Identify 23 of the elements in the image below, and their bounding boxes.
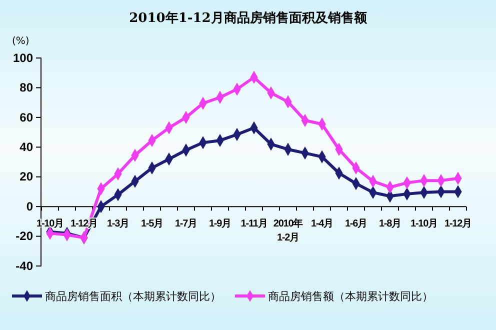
- x-tick-label: 1-12月: [444, 218, 472, 230]
- y-tick-label: -40: [16, 258, 34, 273]
- x-tick-label: 1-5月: [140, 218, 164, 230]
- y-tick-label: 80: [20, 80, 34, 95]
- y-tick-label: 60: [20, 110, 34, 124]
- x-tick-label: 2010年 1-2月: [273, 218, 304, 244]
- x-tick-label: 1-10月: [410, 218, 438, 230]
- x-tick-label: 1-8月: [378, 218, 402, 230]
- x-tick-label: 1-7月: [174, 218, 198, 230]
- x-tick-label: 1-6月: [344, 218, 368, 230]
- y-tick-label: 0: [26, 199, 34, 214]
- x-tick-label: 1-4月: [310, 218, 334, 230]
- y-tick-label: 20: [20, 170, 34, 184]
- y-tick-label: 40: [20, 140, 34, 154]
- y-tick-label: -20: [16, 229, 34, 244]
- legend-label: 商品房销售额（本期累计数同比）: [268, 290, 433, 303]
- x-tick-label: 1-9月: [208, 218, 232, 230]
- y-tick-label: 100: [12, 50, 34, 65]
- legend-label: 商品房销售面积（本期累计数同比）: [45, 290, 221, 303]
- x-tick-label: 1-11月: [240, 218, 268, 230]
- y-axis-title: (%): [12, 36, 30, 47]
- chart-title: 2010年1-12月商品房销售面积及销售额: [129, 10, 368, 26]
- x-tick-label: 1-3月: [106, 218, 130, 230]
